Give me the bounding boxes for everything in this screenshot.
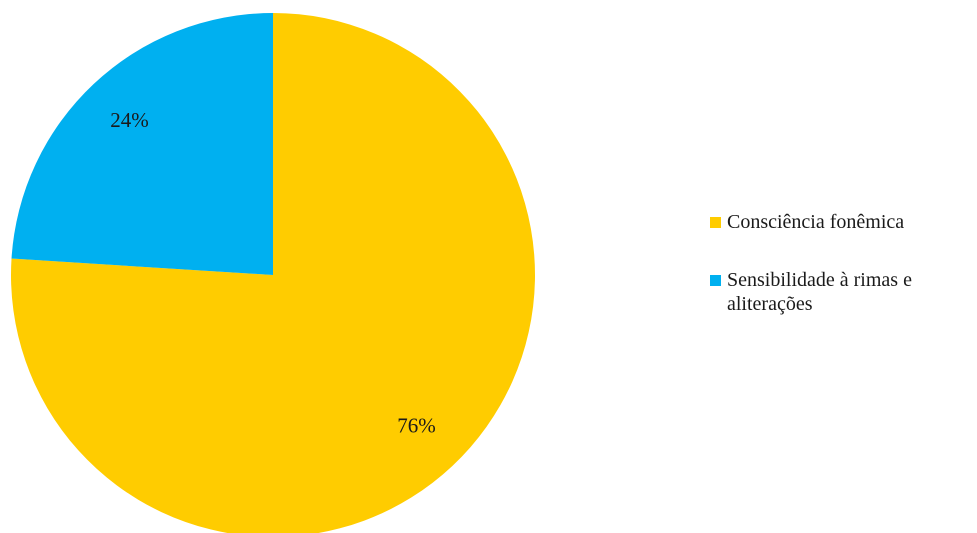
data-label-consciencia-fonemica: 76% [397, 414, 436, 438]
pie-slice-sensibilidade-rimas [11, 13, 273, 275]
pie-slice-consciencia-fonemica [11, 13, 535, 533]
pie-slices [11, 13, 535, 533]
data-label-sensibilidade-rimas: 24% [110, 108, 149, 132]
legend-item-sensibilidade-rimas: Sensibilidade à rimas e aliterações [710, 268, 977, 316]
legend-swatch-consciencia-fonemica [710, 217, 721, 228]
legend-label: Sensibilidade à rimas e aliterações [727, 269, 912, 315]
legend: Consciência fonêmica Sensibilidade à rim… [710, 210, 977, 350]
legend-label: Consciência fonêmica [727, 211, 905, 233]
legend-swatch-sensibilidade-rimas [710, 275, 721, 286]
legend-item-consciencia-fonemica: Consciência fonêmica [710, 210, 977, 234]
pie-data-labels: 76% 24% [110, 108, 435, 438]
